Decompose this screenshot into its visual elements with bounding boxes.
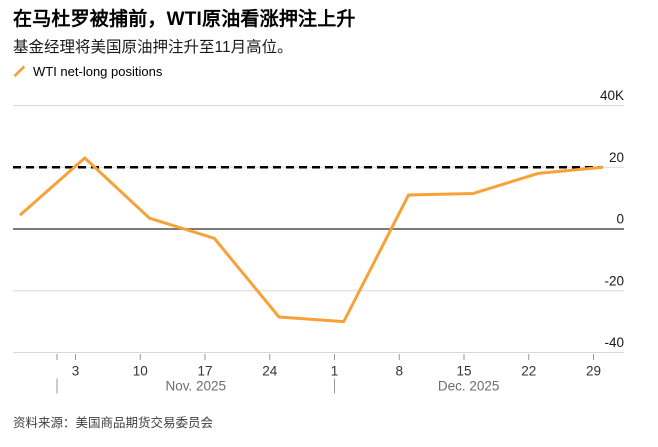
svg-text:17: 17 — [197, 364, 212, 379]
page-title: 在马杜罗被捕前，WTI原油看涨押注上升 — [13, 9, 356, 30]
chart-area: 40K 20 0 -20 -40 3 10 17 24 1 8 15 22 29 Nov. 2025 Dec.… — [0, 84, 658, 404]
svg-text:10: 10 — [133, 364, 148, 379]
svg-text:Dec. 2025: Dec. 2025 — [438, 379, 500, 394]
source-note: 资料来源：美国商品期货交易委员会 — [13, 416, 214, 430]
chart-subtitle: 基金经理将美国原油押注升至11月高位。 — [13, 39, 293, 56]
svg-text:24: 24 — [262, 364, 278, 379]
svg-text:-20: -20 — [604, 273, 624, 288]
svg-text:3: 3 — [72, 364, 80, 379]
svg-text:1: 1 — [331, 364, 339, 379]
chart-svg: 40K 20 0 -20 -40 3 10 17 24 1 8 15 22 29 Nov. 2025 Dec.… — [13, 88, 624, 394]
svg-text:15: 15 — [456, 364, 471, 379]
svg-text:29: 29 — [586, 364, 601, 379]
legend: WTI net-long positions — [13, 63, 645, 80]
svg-text:8: 8 — [395, 364, 403, 379]
svg-text:40K: 40K — [600, 88, 624, 103]
svg-text:20: 20 — [609, 150, 624, 165]
svg-text:22: 22 — [521, 364, 536, 379]
svg-text:Nov. 2025: Nov. 2025 — [165, 379, 226, 394]
svg-text:0: 0 — [616, 212, 624, 227]
svg-text:-40: -40 — [604, 335, 624, 350]
legend-line-marker-icon — [13, 65, 26, 78]
legend-label: WTI net-long positions — [33, 64, 163, 79]
